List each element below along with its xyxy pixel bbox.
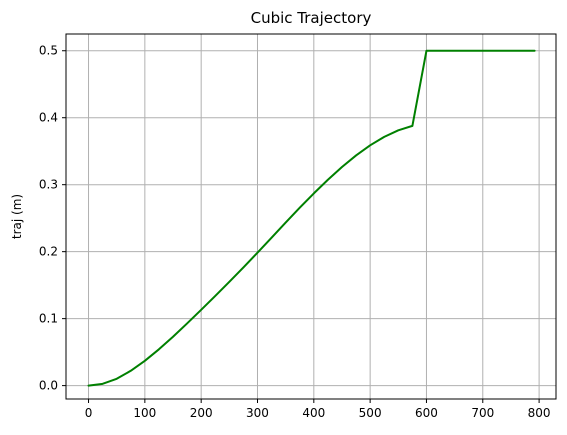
y-tick-label-5: 0.5 bbox=[39, 44, 58, 58]
x-tick-label-2: 200 bbox=[190, 406, 213, 420]
x-tick-label-0: 0 bbox=[85, 406, 93, 420]
x-tick-label-5: 500 bbox=[359, 406, 382, 420]
y-tick-label-4: 0.4 bbox=[39, 111, 58, 125]
x-tick-label-6: 600 bbox=[415, 406, 438, 420]
y-tick-label-1: 0.1 bbox=[39, 312, 58, 326]
x-tick-label-4: 400 bbox=[302, 406, 325, 420]
x-tick-label-8: 800 bbox=[528, 406, 551, 420]
x-tick-label-1: 100 bbox=[133, 406, 156, 420]
x-tick-label-7: 700 bbox=[471, 406, 494, 420]
chart-title: Cubic Trajectory bbox=[251, 9, 372, 27]
plot-frame bbox=[65, 33, 557, 400]
y-tick-label-0: 0.0 bbox=[39, 379, 58, 393]
y-axis-label: traj (m) bbox=[10, 194, 24, 239]
series-line-0 bbox=[87, 49, 536, 387]
y-tick-label-2: 0.2 bbox=[39, 245, 58, 259]
y-tick-label-3: 0.3 bbox=[39, 178, 58, 192]
x-tick-label-3: 300 bbox=[246, 406, 269, 420]
